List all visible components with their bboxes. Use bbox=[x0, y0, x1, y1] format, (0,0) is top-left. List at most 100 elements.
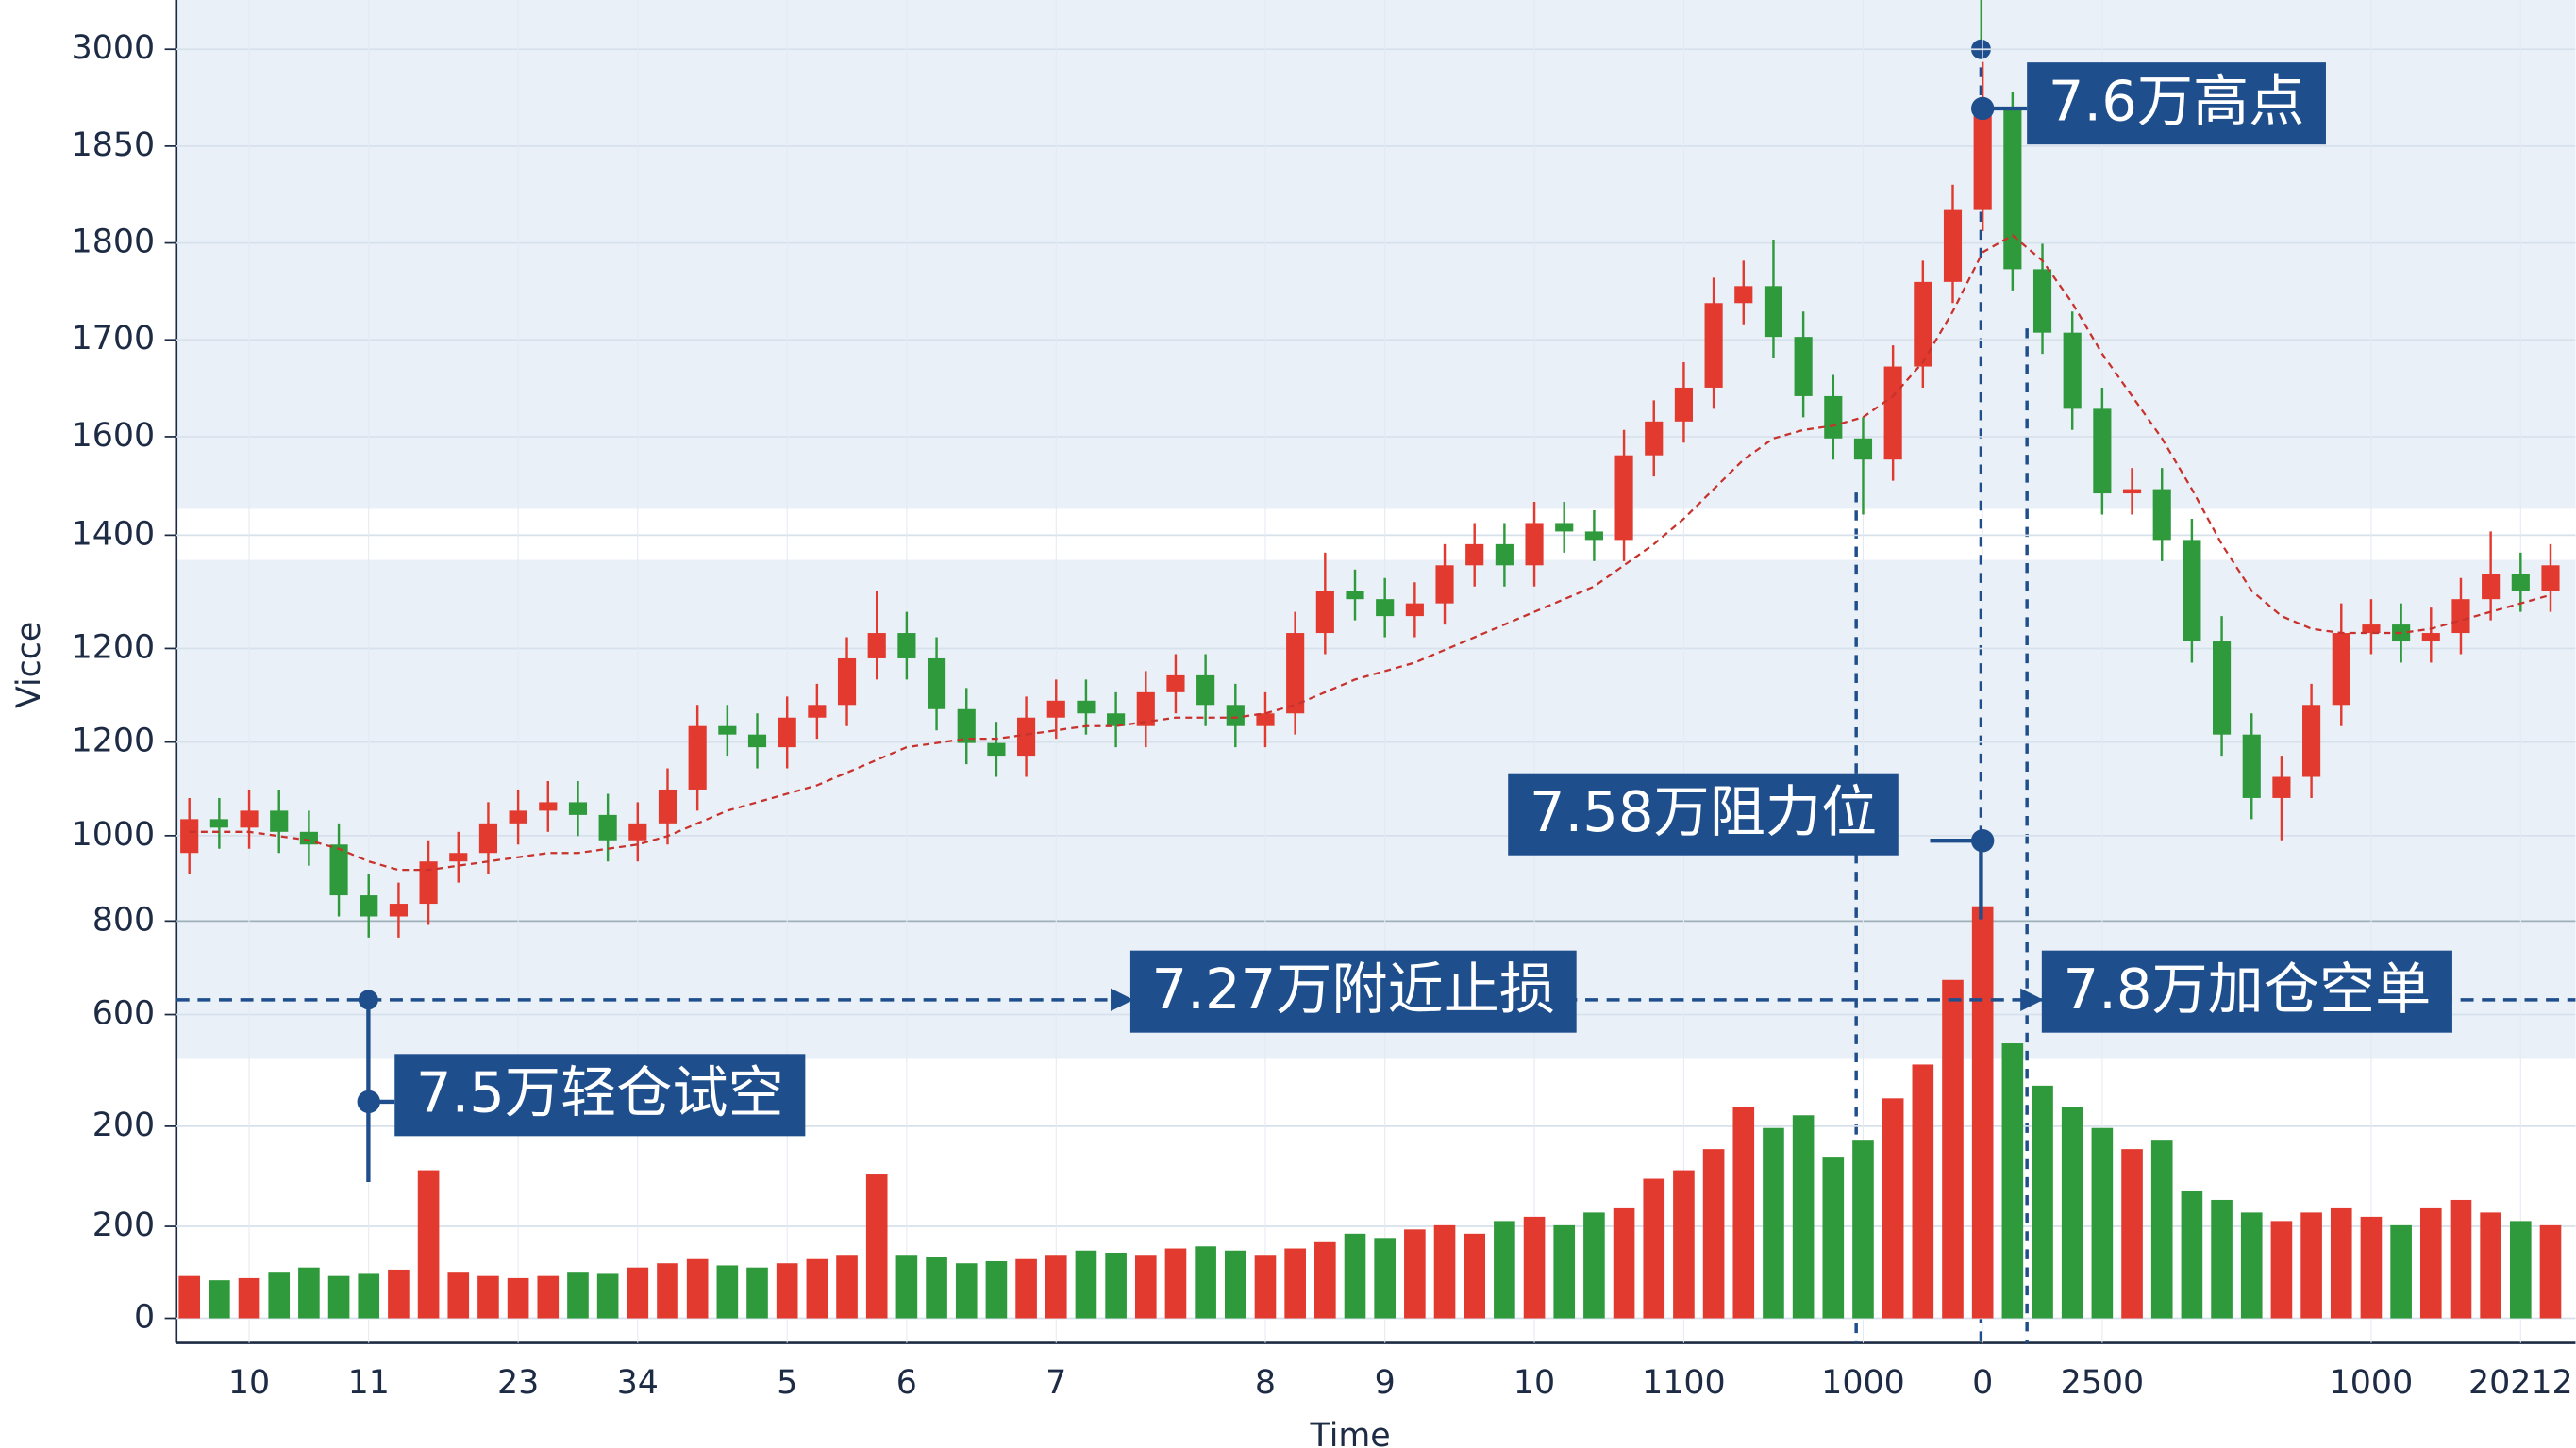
volume-bar bbox=[2360, 1216, 2383, 1319]
volume-bar bbox=[2211, 1199, 2233, 1319]
volume-bar bbox=[2539, 1224, 2562, 1319]
volume-bar bbox=[2390, 1224, 2412, 1319]
volume-bar bbox=[865, 1174, 888, 1319]
candle-body bbox=[1495, 543, 1514, 566]
x-tick-label: 20212 bbox=[2468, 1364, 2573, 1402]
candle-body bbox=[1674, 387, 1693, 422]
volume-bar bbox=[1134, 1255, 1157, 1319]
volume-bar bbox=[1105, 1253, 1127, 1319]
x-tick-label: 10 bbox=[1514, 1364, 1555, 1402]
candle-body bbox=[1435, 565, 1454, 604]
volume-bar bbox=[2061, 1107, 2083, 1319]
y-tick-label: 1800 bbox=[72, 224, 156, 261]
y-tick-label: 200 bbox=[92, 1207, 155, 1244]
candle-body bbox=[2063, 332, 2082, 409]
volume-bar bbox=[388, 1269, 410, 1319]
volume-bar bbox=[1224, 1250, 1246, 1319]
x-tick-label: 6 bbox=[896, 1364, 917, 1402]
candle-body bbox=[1645, 421, 1664, 456]
candle-body bbox=[837, 657, 857, 706]
volume-bar bbox=[895, 1255, 918, 1319]
candle-body bbox=[1136, 691, 1155, 726]
arrow bbox=[1111, 988, 1134, 1012]
candle-body bbox=[568, 802, 588, 815]
candle-body bbox=[2032, 269, 2052, 333]
volume-bar bbox=[298, 1267, 320, 1319]
candle-body bbox=[1614, 455, 1633, 541]
y-tick-label: 1200 bbox=[72, 628, 156, 666]
candle-body bbox=[1465, 543, 1484, 566]
candle-body bbox=[1315, 591, 1334, 634]
volume-bar bbox=[209, 1280, 230, 1319]
x-tick-label: 0 bbox=[1972, 1364, 1993, 1402]
x-tick-label: 1000 bbox=[1821, 1364, 1905, 1402]
volume-bar bbox=[716, 1265, 739, 1319]
candle-body bbox=[1017, 717, 1036, 757]
candle-body bbox=[2152, 489, 2171, 541]
candle-body bbox=[2541, 565, 2560, 591]
volume-bar bbox=[1374, 1238, 1396, 1319]
volume-bar bbox=[1882, 1098, 1904, 1319]
y-tick-label: 800 bbox=[92, 901, 155, 939]
volume-bar bbox=[1523, 1216, 1546, 1319]
y-tick-label: 1200 bbox=[72, 723, 156, 760]
volume-bar bbox=[2091, 1127, 2114, 1319]
volume-bar bbox=[2270, 1221, 2293, 1319]
volume-bar bbox=[2001, 1043, 2024, 1319]
volume-bar bbox=[417, 1170, 440, 1319]
volume-bar bbox=[2150, 1140, 2173, 1319]
volume-bar bbox=[1763, 1127, 1784, 1319]
x-tick-label: 1000 bbox=[2330, 1364, 2414, 1402]
candle-body bbox=[808, 705, 827, 718]
candle-body bbox=[658, 789, 677, 824]
volume-bar bbox=[2032, 1085, 2053, 1319]
candle-body bbox=[329, 844, 348, 896]
x-tick-label: 34 bbox=[617, 1364, 659, 1402]
candle-body bbox=[509, 810, 527, 824]
y-tick-label: 0 bbox=[134, 1299, 155, 1337]
candle-body bbox=[2212, 641, 2232, 735]
candle-body bbox=[1824, 395, 1843, 439]
volume-bar bbox=[1314, 1241, 1336, 1319]
candle-body bbox=[1943, 209, 1963, 282]
volume-bar bbox=[2181, 1190, 2203, 1319]
candle-body bbox=[1107, 713, 1126, 726]
candle-body bbox=[1405, 603, 1424, 617]
candle-body bbox=[1704, 303, 1723, 388]
volume-bar bbox=[1015, 1258, 1037, 1319]
moving-average bbox=[189, 234, 2551, 872]
volume-bar bbox=[238, 1277, 260, 1319]
candle-body bbox=[1794, 337, 1813, 396]
volume-bar bbox=[836, 1255, 858, 1319]
candle-body bbox=[987, 742, 1006, 757]
annotation-box bbox=[394, 1054, 806, 1137]
volume-bar bbox=[1673, 1170, 1695, 1319]
candle-body bbox=[2511, 574, 2530, 591]
volume-bar bbox=[2510, 1221, 2532, 1319]
x-tick-label: 1100 bbox=[1642, 1364, 1726, 1402]
candle-body bbox=[209, 819, 228, 828]
candle-body bbox=[360, 895, 378, 917]
volume-bar bbox=[1971, 906, 1994, 1319]
candle-body bbox=[1764, 286, 1783, 338]
y-tick-label: 1850 bbox=[72, 126, 156, 164]
candle-body bbox=[1525, 523, 1544, 566]
marker bbox=[358, 990, 378, 1010]
y-tick-label: 1400 bbox=[72, 515, 156, 553]
candle-body bbox=[2183, 540, 2201, 642]
x-tick-label: 2500 bbox=[2061, 1364, 2145, 1402]
volume-bar bbox=[1433, 1224, 1456, 1319]
candle-body bbox=[2093, 408, 2112, 494]
candle-body bbox=[1286, 633, 1305, 714]
candle-body bbox=[1883, 366, 1902, 460]
volume-bar bbox=[985, 1260, 1008, 1319]
volume-bar bbox=[1702, 1149, 1725, 1319]
y-tick-label: 200 bbox=[92, 1107, 155, 1144]
annotation-marker bbox=[1970, 829, 1995, 853]
candle-body bbox=[1973, 108, 1992, 210]
volume-bar bbox=[746, 1267, 768, 1319]
volume-bar bbox=[268, 1272, 291, 1319]
volume-bar bbox=[1553, 1224, 1576, 1319]
candle-body bbox=[2451, 599, 2470, 634]
